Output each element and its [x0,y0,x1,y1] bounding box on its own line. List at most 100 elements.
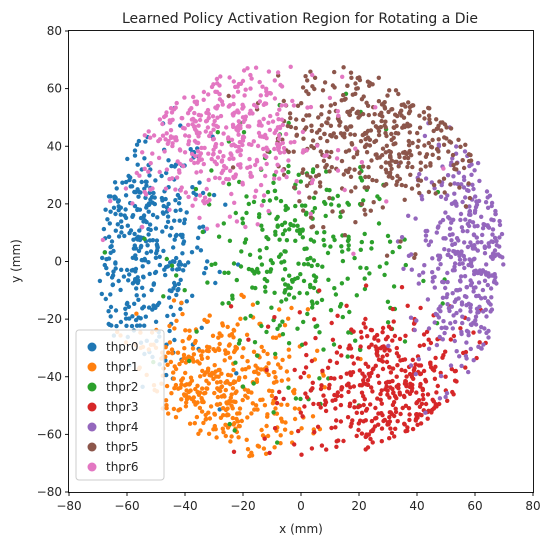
data-point-thpr5 [417,190,422,196]
data-point-thpr6 [197,117,203,123]
data-point-thpr5 [368,208,373,213]
data-point-thpr6 [215,223,220,228]
data-point-thpr6 [173,187,178,192]
data-point-thpr5 [349,75,354,81]
data-point-thpr2 [313,278,318,284]
data-point-thpr3 [443,374,448,379]
data-point-thpr2 [313,275,319,280]
data-point-thpr5 [294,132,300,137]
data-point-thpr2 [244,194,249,199]
data-point-thpr5 [326,116,331,121]
data-point-thpr1 [175,350,181,355]
data-point-thpr6 [234,219,240,224]
data-point-thpr1 [287,354,292,359]
data-point-thpr0 [118,319,124,325]
data-point-thpr6 [310,72,315,78]
data-point-thpr5 [448,182,453,187]
data-point-thpr0 [178,277,183,283]
data-point-thpr1 [179,378,184,383]
data-point-thpr6 [249,142,254,147]
data-point-thpr1 [188,388,193,393]
data-point-thpr5 [342,233,348,238]
data-point-thpr5 [410,103,415,108]
data-point-thpr5 [430,137,435,143]
data-point-thpr5 [457,185,462,190]
data-point-thpr1 [173,382,179,388]
data-point-thpr5 [385,93,390,98]
data-point-thpr6 [166,138,171,144]
data-point-thpr5 [460,158,465,163]
data-point-thpr4 [457,257,463,262]
data-point-thpr1 [228,395,233,400]
data-point-thpr3 [365,334,370,339]
data-point-thpr0 [172,237,177,242]
data-point-thpr3 [358,329,364,335]
data-point-thpr6 [261,193,267,198]
data-point-thpr4 [466,188,471,193]
data-point-thpr2 [161,294,166,299]
data-point-thpr1 [183,360,189,365]
data-point-thpr1 [232,379,238,385]
data-point-thpr4 [491,279,497,285]
data-point-thpr3 [350,418,355,423]
data-point-thpr3 [387,419,393,424]
data-point-thpr1 [264,423,269,429]
data-point-thpr4 [443,394,448,400]
data-point-thpr2 [298,272,303,277]
data-point-thpr1 [220,426,225,431]
data-point-thpr2 [237,338,242,343]
data-point-thpr2 [390,249,395,255]
data-point-thpr2 [340,258,346,264]
data-point-thpr5 [281,98,286,104]
data-point-thpr0 [101,226,107,232]
data-point-thpr5 [448,140,454,145]
data-point-thpr3 [394,374,399,379]
data-point-thpr0 [146,226,151,232]
data-point-thpr6 [142,133,147,138]
data-point-thpr2 [226,300,231,306]
data-point-thpr1 [209,370,215,376]
data-point-thpr0 [123,193,129,198]
data-point-thpr1 [171,370,176,375]
data-point-thpr2 [239,249,244,254]
data-point-thpr1 [273,375,278,380]
data-point-thpr1 [238,316,243,321]
data-point-thpr4 [432,285,437,290]
data-point-thpr0 [135,162,140,167]
data-point-thpr6 [253,65,259,70]
data-point-thpr4 [457,253,462,259]
data-point-thpr0 [106,194,112,199]
data-point-thpr3 [354,433,359,439]
data-point-thpr3 [344,383,350,388]
data-point-thpr1 [192,421,197,426]
data-point-thpr1 [277,307,282,312]
data-point-thpr1 [289,430,294,435]
data-point-thpr5 [434,147,440,152]
data-point-thpr3 [345,415,351,420]
data-point-thpr0 [147,271,152,277]
data-point-thpr3 [329,320,334,326]
data-point-thpr5 [332,69,337,75]
data-point-thpr5 [371,200,376,205]
data-point-thpr5 [319,104,324,109]
data-point-thpr5 [423,154,429,159]
data-point-thpr3 [361,419,366,424]
data-point-thpr6 [248,108,253,114]
data-point-thpr0 [149,287,154,293]
data-point-thpr2 [309,299,315,304]
data-point-thpr3 [360,371,365,376]
data-point-thpr0 [146,209,151,214]
data-point-thpr5 [398,239,403,244]
data-point-thpr4 [470,220,476,225]
data-point-thpr0 [113,260,118,265]
data-point-thpr1 [279,402,284,407]
data-point-thpr1 [189,355,195,361]
data-point-thpr0 [135,237,141,242]
data-point-thpr3 [396,354,401,359]
data-point-thpr1 [220,406,226,411]
data-point-thpr5 [285,123,290,129]
data-point-thpr1 [187,382,192,387]
data-point-thpr6 [180,116,185,121]
data-point-thpr3 [368,436,373,442]
data-point-thpr4 [475,160,481,166]
